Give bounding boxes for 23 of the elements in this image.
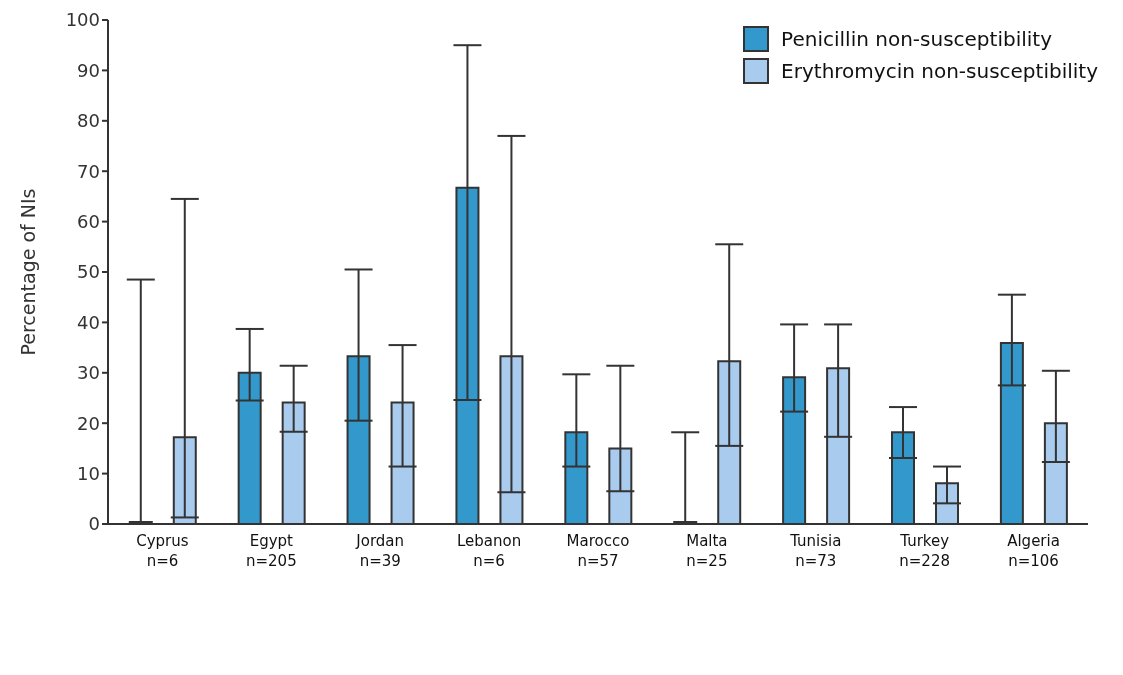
x-tick-label: Egypt n=205 [245,532,297,570]
x-tick-label: Marocco n=57 [566,532,630,570]
x-tick-label: Lebanon n=6 [456,532,522,570]
y-tick-label: 30 [77,362,100,384]
legend-label: Erythromycin non-susceptibility [781,59,1098,83]
x-tick-label: Algeria n=106 [1007,532,1060,570]
y-tick-label: 40 [77,311,100,333]
x-tick-label: Malta n=25 [686,532,728,570]
legend-label: Penicillin non-susceptibility [781,27,1052,51]
y-tick-label: 20 [77,412,100,434]
y-tick-label: 10 [77,462,100,484]
y-tick-label: 70 [77,160,100,182]
x-tick-label: Jordan n=39 [355,532,405,570]
y-tick-label: 80 [77,110,100,132]
y-tick-label: 50 [77,261,100,283]
y-tick-label: 60 [77,210,100,232]
y-tick-label: 0 [88,513,100,535]
x-tick-label: Cyprus n=6 [136,532,189,570]
y-axis-title: Percentage of NIs [16,188,39,356]
x-tick-label: Tunisia n=73 [789,532,842,570]
y-tick-label: 100 [65,9,100,31]
x-tick-label: Turkey n=228 [899,532,951,570]
y-tick-label: 90 [77,59,100,81]
